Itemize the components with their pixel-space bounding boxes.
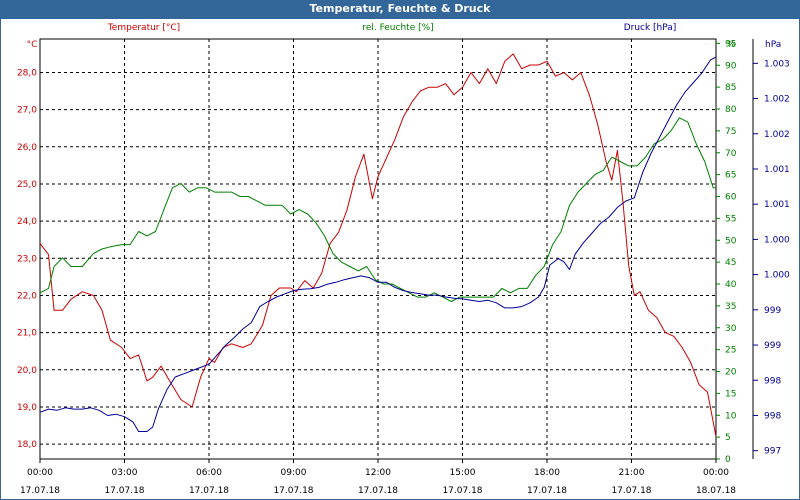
humidity-tick-label: 40	[725, 280, 737, 290]
pressure-legend: Druck [hPa]	[624, 23, 677, 33]
temperature-tick-label: 20,0	[17, 366, 37, 376]
pressure-tick-label: 999	[764, 341, 781, 351]
temperature-tick-label: 28,0	[17, 68, 37, 78]
humidity-series-line	[39, 117, 716, 302]
x-tick-label-date: 17.07.18	[358, 486, 398, 496]
x-tick-label-time: 15:00	[450, 468, 476, 478]
humidity-tick-label: 75	[725, 127, 736, 137]
x-tick-label-time: 00:00	[27, 468, 53, 478]
pressure-series-line	[39, 56, 717, 432]
temperature-tick-label: 24,0	[17, 217, 37, 227]
humidity-tick-label: 10	[725, 411, 737, 421]
pressure-tick-label: 1.000	[764, 271, 790, 281]
humidity-legend: rel. Feuchte [%]	[362, 23, 433, 33]
pressure-tick-label: 998	[764, 411, 781, 421]
pressure-tick-label: 998	[764, 376, 781, 386]
humidity-tick-label: 90	[725, 61, 737, 71]
temperature-legend: Temperatur [°C]	[107, 23, 180, 33]
x-tick-label-date: 18.07.18	[696, 486, 736, 496]
temperature-axis-unit: °C	[27, 40, 38, 50]
temperature-tick-label: 23,0	[17, 254, 37, 264]
x-tick-label-time: 18:00	[534, 468, 560, 478]
x-tick-label-time: 03:00	[112, 468, 138, 478]
humidity-tick-label: 25	[725, 346, 736, 356]
humidity-tick-label: 60	[725, 193, 737, 203]
humidity-axis-unit: %	[727, 40, 736, 50]
pressure-tick-label: 1.001	[764, 200, 790, 210]
x-tick-label-time: 12:00	[365, 468, 391, 478]
humidity-tick-label: 55	[725, 214, 736, 224]
x-tick-label-time: 09:00	[281, 468, 307, 478]
humidity-tick-label: 30	[725, 324, 737, 334]
humidity-tick-label: 20	[725, 368, 737, 378]
x-tick-label-date: 17.07.18	[442, 486, 482, 496]
temperature-tick-label: 25,0	[17, 180, 37, 190]
humidity-tick-label: 15	[725, 389, 736, 399]
humidity-tick-label: 95	[725, 39, 736, 49]
temperature-tick-label: 26,0	[17, 143, 37, 153]
humidity-tick-label: 0	[725, 455, 731, 465]
x-tick-label-time: 06:00	[196, 468, 222, 478]
x-tick-label-date: 17.07.18	[189, 486, 229, 496]
pressure-tick-label: 1.002	[764, 95, 790, 105]
humidity-tick-label: 65	[725, 171, 736, 181]
x-tick-label-date: 17.07.18	[20, 486, 60, 496]
temperature-tick-label: 21,0	[17, 329, 37, 339]
humidity-tick-label: 5	[725, 433, 731, 443]
humidity-tick-label: 85	[725, 83, 736, 93]
humidity-tick-label: 80	[725, 105, 737, 115]
pressure-tick-label: 997	[764, 447, 781, 457]
x-tick-label-time: 21:00	[619, 468, 645, 478]
pressure-axis-unit: hPa	[765, 40, 781, 50]
pressure-tick-label: 1.002	[764, 130, 790, 140]
temperature-tick-label: 18,0	[17, 440, 37, 450]
chart: 00:00 17.07.18 03:00 17.07.18 06:00 17.07.18 0…	[17, 23, 790, 496]
x-tick-label-date: 17.07.18	[104, 486, 144, 496]
pressure-tick-label: 1.003	[764, 59, 790, 69]
temperature-series-line	[39, 53, 717, 437]
x-tick-label-date: 17.07.18	[611, 486, 651, 496]
temperature-tick-label: 22,0	[17, 291, 37, 301]
pressure-tick-label: 999	[764, 306, 781, 316]
temperature-tick-label: 19,0	[17, 403, 37, 413]
humidity-tick-label: 70	[725, 149, 737, 159]
temperature-tick-label: 27,0	[17, 106, 37, 116]
pressure-tick-label: 1.000	[764, 235, 790, 245]
pressure-tick-label: 1.001	[764, 165, 790, 175]
humidity-tick-label: 35	[725, 302, 736, 312]
chart-title: Temperatur, Feuchte & Druck	[0, 0, 800, 18]
x-tick-label-date: 17.07.18	[273, 486, 313, 496]
humidity-tick-label: 45	[725, 258, 736, 268]
x-tick-label-date: 17.07.18	[527, 486, 567, 496]
x-tick-label-time: 00:00	[703, 468, 729, 478]
humidity-tick-label: 50	[725, 236, 737, 246]
